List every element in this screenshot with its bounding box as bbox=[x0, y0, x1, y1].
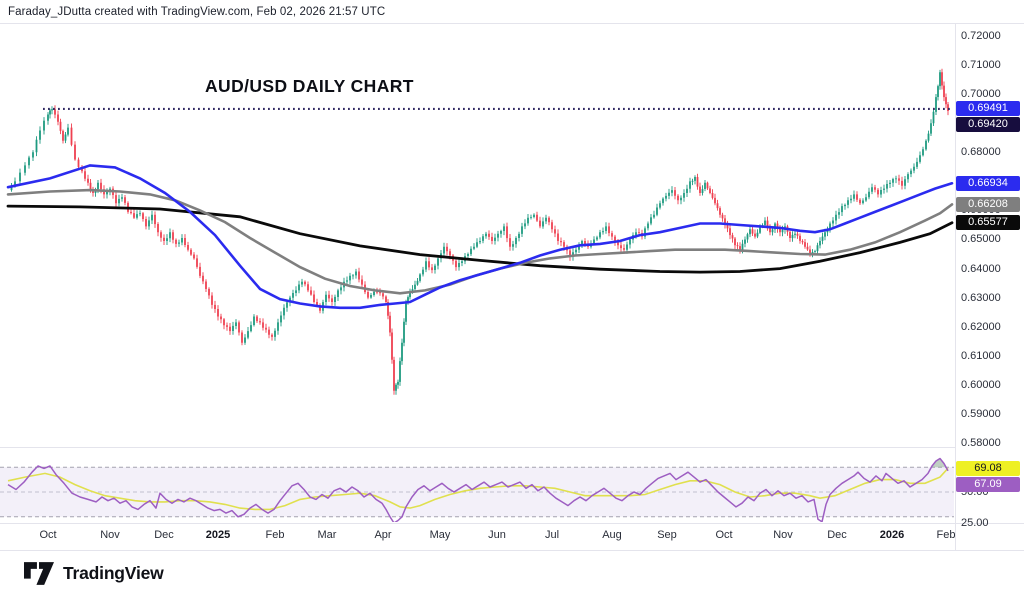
time-axis-label: Mar bbox=[317, 529, 337, 541]
price-axis-label: 0.64000 bbox=[961, 263, 1001, 275]
rsi-axis-label: 25.00 bbox=[961, 517, 989, 529]
tradingview-logo-icon bbox=[24, 562, 54, 585]
time-axis-label: Jun bbox=[488, 529, 506, 541]
price-axis-label: 0.61000 bbox=[961, 350, 1001, 362]
rsi-badge: 67.09 bbox=[956, 477, 1020, 492]
rsi-badge: 69.08 bbox=[956, 461, 1020, 476]
price-badge: 0.69491 bbox=[956, 101, 1020, 116]
price-axis-label: 0.68000 bbox=[961, 146, 1001, 158]
time-axis-label: Apr bbox=[374, 529, 392, 541]
axis-vertical-divider bbox=[955, 23, 956, 550]
time-axis-label: Feb bbox=[936, 529, 956, 541]
price-badge: 0.65577 bbox=[956, 215, 1020, 230]
price-badge: 0.66934 bbox=[956, 176, 1020, 191]
price-badge: 0.66208 bbox=[956, 197, 1020, 212]
rsi-bottom-divider bbox=[0, 523, 1024, 524]
price-axis-label: 0.63000 bbox=[961, 292, 1001, 304]
price-axis-label: 0.65000 bbox=[961, 233, 1001, 245]
time-axis-label: May bbox=[429, 529, 451, 541]
tradingview-logo-text: TradingView bbox=[63, 563, 164, 583]
time-axis-label: Dec bbox=[827, 529, 847, 541]
frame-top-divider bbox=[0, 23, 1024, 24]
time-axis-label: Dec bbox=[154, 529, 174, 541]
attribution-text: Faraday_JDutta created with TradingView.… bbox=[8, 6, 386, 18]
pane-divider bbox=[0, 447, 955, 448]
price-axis-label: 0.62000 bbox=[961, 321, 1001, 333]
time-axis-label: Feb bbox=[265, 529, 285, 541]
time-axis-label: Sep bbox=[657, 529, 677, 541]
time-axis-label: Oct bbox=[715, 529, 733, 541]
time-axis-divider bbox=[0, 550, 1024, 551]
tradingview-logo[interactable]: TradingView bbox=[24, 562, 164, 585]
price-axis-label: 0.72000 bbox=[961, 30, 1001, 42]
price-axis-label: 0.71000 bbox=[961, 59, 1001, 71]
price-axis-label: 0.70000 bbox=[961, 88, 1001, 100]
price-badge: 0.69420 bbox=[956, 117, 1020, 132]
time-axis-label: Aug bbox=[602, 529, 622, 541]
time-axis-label: Oct bbox=[39, 529, 57, 541]
time-axis-label: Nov bbox=[100, 529, 120, 541]
price-axis-label: 0.60000 bbox=[961, 379, 1001, 391]
time-axis-label: Jul bbox=[544, 529, 560, 541]
price-axis-label: 0.58000 bbox=[961, 437, 1001, 449]
time-axis-label: 2025 bbox=[205, 529, 231, 541]
time-axis-label: 2026 bbox=[879, 529, 905, 541]
chart-title: AUD/USD DAILY CHART bbox=[205, 76, 414, 96]
time-axis-label: Nov bbox=[773, 529, 793, 541]
price-axis-label: 0.59000 bbox=[961, 408, 1001, 420]
